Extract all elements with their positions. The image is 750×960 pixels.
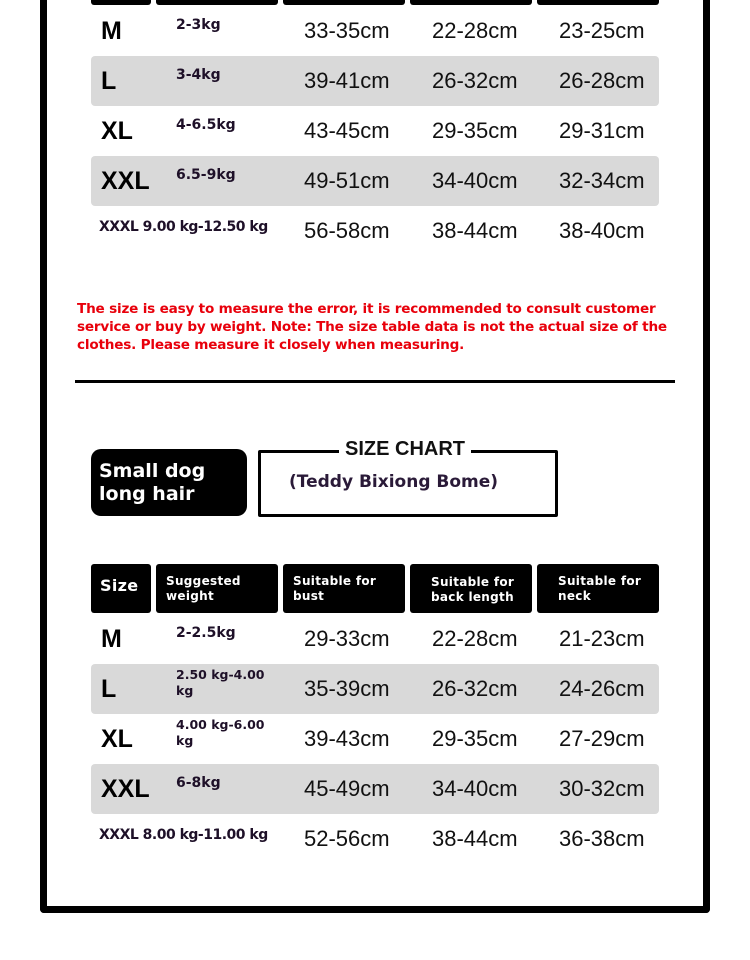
size-cell: XL: [101, 116, 133, 145]
weight-cell: 6.5-9kg: [176, 167, 236, 183]
outer-frame: [40, 0, 710, 913]
header-cell: [410, 0, 532, 5]
header-label: Suitable for back length: [431, 575, 515, 604]
size-chart-title: SIZE CHART: [339, 438, 471, 461]
weight-cell: 2.50 kg-4.00 kg: [176, 667, 265, 698]
neck-cell: 24-26cm: [559, 676, 645, 701]
size-cell: L: [101, 674, 117, 703]
weight-cell: 6-8kg: [176, 775, 221, 791]
table-row: M 2-3kg 33-35cm 22-28cm 23-25cm: [91, 6, 659, 56]
back-cell: 34-40cm: [432, 168, 518, 193]
header-neck: Suitable for neck: [537, 564, 659, 613]
back-cell: 29-35cm: [432, 118, 518, 143]
bust-cell: 35-39cm: [304, 676, 390, 701]
weight-cell: 4.00 kg-6.00 kg: [176, 717, 265, 748]
size-weight-cell: XXXL 8.00 kg-11.00 kg: [99, 827, 268, 843]
table-row: XXL 6.5-9kg 49-51cm 34-40cm 32-34cm: [91, 156, 659, 206]
table-row: XL 4.00 kg-6.00 kg 39-43cm 29-35cm 27-29…: [91, 714, 659, 764]
back-cell: 34-40cm: [432, 776, 518, 801]
neck-cell: 38-40cm: [559, 218, 645, 243]
header-label: Suggested weight: [166, 574, 241, 603]
size-cell: M: [101, 16, 122, 45]
size-cell: XXL: [101, 166, 150, 195]
bust-cell: 29-33cm: [304, 626, 390, 651]
header-weight: Suggested weight: [156, 564, 278, 613]
size-cell: XXL: [101, 774, 150, 803]
neck-cell: 23-25cm: [559, 18, 645, 43]
size-cell: XL: [101, 724, 133, 753]
header-label: Size: [100, 576, 139, 595]
weight-cell: 3-4kg: [176, 67, 221, 83]
header-cell: [537, 0, 659, 5]
back-cell: 22-28cm: [432, 626, 518, 651]
category-badge: Small dog long hair: [91, 449, 247, 516]
weight-cell: 4-6.5kg: [176, 117, 236, 133]
bust-cell: 39-43cm: [304, 726, 390, 751]
back-cell: 29-35cm: [432, 726, 518, 751]
size-chart-box: SIZE CHART (Teddy Bixiong Bome): [258, 438, 558, 517]
header-cell: [156, 0, 278, 5]
neck-cell: 21-23cm: [559, 626, 645, 651]
neck-cell: 27-29cm: [559, 726, 645, 751]
table-row: XL 4-6.5kg 43-45cm 29-35cm 29-31cm: [91, 106, 659, 156]
table-row: L 2.50 kg-4.00 kg 35-39cm 26-32cm 24-26c…: [91, 664, 659, 714]
size-cell: M: [101, 624, 122, 653]
header-label: Suitable for bust: [293, 574, 377, 603]
table-row: L 3-4kg 39-41cm 26-32cm 26-28cm: [91, 56, 659, 106]
size-chart-subtitle: (Teddy Bixiong Bome): [289, 472, 499, 492]
neck-cell: 26-28cm: [559, 68, 645, 93]
back-cell: 38-44cm: [432, 218, 518, 243]
size-cell: L: [101, 66, 117, 95]
neck-cell: 30-32cm: [559, 776, 645, 801]
size-weight-cell: XXXL 9.00 kg-12.50 kg: [99, 219, 268, 235]
header-bust: Suitable for bust: [283, 564, 405, 613]
neck-cell: 32-34cm: [559, 168, 645, 193]
table-row: XXL 6-8kg 45-49cm 34-40cm 30-32cm: [91, 764, 659, 814]
header-cell: [91, 0, 151, 5]
measurement-note: The size is easy to measure the error, i…: [77, 301, 667, 353]
badge-label: Small dog long hair: [99, 460, 206, 505]
back-cell: 22-28cm: [432, 18, 518, 43]
back-cell: 26-32cm: [432, 676, 518, 701]
bust-cell: 49-51cm: [304, 168, 390, 193]
header-label: Suitable for neck: [558, 574, 642, 603]
header-back: Suitable for back length: [410, 564, 532, 613]
bust-cell: 52-56cm: [304, 826, 390, 851]
bust-cell: 33-35cm: [304, 18, 390, 43]
table-row: XXXL 9.00 kg-12.50 kg 56-58cm 38-44cm 38…: [91, 206, 659, 256]
section-divider: [75, 380, 675, 383]
table-row: M 2-2.5kg 29-33cm 22-28cm 21-23cm: [91, 614, 659, 664]
header-cell: [283, 0, 405, 5]
bust-cell: 43-45cm: [304, 118, 390, 143]
back-cell: 26-32cm: [432, 68, 518, 93]
weight-cell: 2-3kg: [176, 17, 221, 33]
bust-cell: 45-49cm: [304, 776, 390, 801]
header-size: Size: [91, 564, 151, 613]
back-cell: 38-44cm: [432, 826, 518, 851]
neck-cell: 29-31cm: [559, 118, 645, 143]
bust-cell: 56-58cm: [304, 218, 390, 243]
weight-cell: 2-2.5kg: [176, 625, 236, 641]
table-row: XXXL 8.00 kg-11.00 kg 52-56cm 38-44cm 36…: [91, 814, 659, 864]
bust-cell: 39-41cm: [304, 68, 390, 93]
neck-cell: 36-38cm: [559, 826, 645, 851]
